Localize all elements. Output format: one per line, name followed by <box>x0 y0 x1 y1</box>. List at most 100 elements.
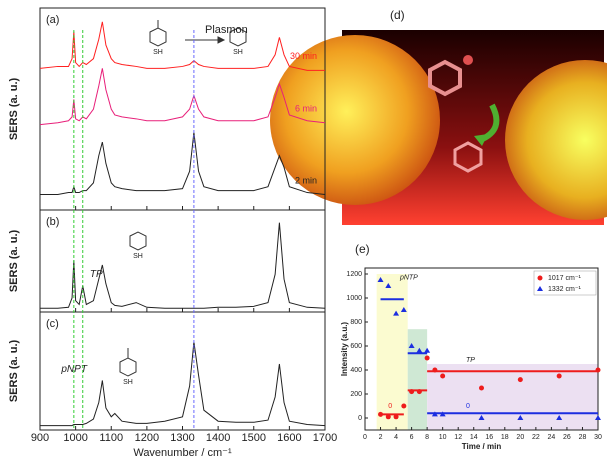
x-tick-label: 24 <box>548 434 556 441</box>
y-axis-label: SERS (a. u.) <box>8 77 20 140</box>
legend-marker <box>537 286 543 291</box>
y-tick-label: 600 <box>350 343 362 350</box>
molecule-sketches <box>119 20 247 377</box>
series-label: 30 min <box>290 51 317 61</box>
nanoparticle <box>270 35 440 205</box>
x-tick-label: 30 <box>594 434 602 441</box>
x-tick-label: 22 <box>532 434 540 441</box>
x-tick-label: 8 <box>425 434 429 441</box>
x-tick-label: 1100 <box>99 432 123 444</box>
point <box>408 343 415 348</box>
legend-label: 1332 cm⁻¹ <box>548 286 582 293</box>
image-panel: (d) <box>270 8 607 225</box>
x-tick-label: 12 <box>454 434 462 441</box>
point <box>378 411 384 417</box>
spectrum <box>39 68 326 126</box>
molecule <box>149 27 167 47</box>
point <box>431 411 438 417</box>
nanoparticle <box>505 60 607 220</box>
point <box>393 310 400 316</box>
y-axis-label: Intensity (a.u.) <box>340 322 349 377</box>
molecule-label: SH <box>123 379 133 386</box>
x-tick-label: 28 <box>579 434 587 441</box>
point <box>440 373 446 379</box>
point <box>416 347 423 353</box>
molecule <box>453 141 483 173</box>
series-label: TP <box>90 269 103 280</box>
y-tick-label: 200 <box>350 391 362 398</box>
point <box>556 415 563 420</box>
point <box>416 389 422 395</box>
point <box>439 411 446 417</box>
annotation: Plasmon <box>205 24 248 36</box>
series-label: 2 min <box>295 175 317 185</box>
x-tick-label: 1700 <box>313 432 337 444</box>
series-label: pNPT <box>60 364 87 375</box>
spectrum <box>39 21 325 71</box>
x-tick-label: 10 <box>439 434 447 441</box>
y-tick-label: 0 <box>358 415 362 422</box>
x-tick-label: 1200 <box>135 432 159 444</box>
molecule <box>428 59 462 97</box>
point <box>595 415 601 420</box>
x-tick-label: 1300 <box>170 432 194 444</box>
region <box>427 364 598 430</box>
x-tick-label: 1000 <box>63 432 87 444</box>
y-axis-label: SERS (a. u.) <box>8 229 20 292</box>
annotation: pNTP <box>399 274 418 281</box>
molecule <box>229 27 247 47</box>
panel-label: (c) <box>46 318 59 330</box>
legend-box <box>533 270 597 296</box>
spectrum <box>40 132 326 195</box>
spectrum <box>40 222 326 309</box>
series-label: 6 min <box>295 103 317 113</box>
y-tick-label: 800 <box>350 319 362 326</box>
y-tick-label: 1000 <box>346 295 362 302</box>
x-tick-label: 14 <box>470 434 478 441</box>
y-tick-label: 1200 <box>346 271 362 278</box>
x-axis-label: Time / min <box>462 442 502 451</box>
arrow-head <box>474 134 488 146</box>
x-tick-label: 0 <box>363 434 367 441</box>
y-tick-label: 400 <box>350 367 362 374</box>
point <box>377 277 384 282</box>
spectrum <box>40 341 326 427</box>
point <box>478 415 485 420</box>
annotation: 0 <box>466 403 470 410</box>
point <box>556 373 562 379</box>
point <box>385 414 391 420</box>
x-tick-label: 6 <box>410 434 414 441</box>
point <box>517 377 523 383</box>
point <box>479 385 484 391</box>
x-tick-label: 1500 <box>242 432 266 444</box>
panel-label: (b) <box>46 216 59 228</box>
point <box>385 283 392 288</box>
region <box>407 329 428 430</box>
point <box>393 414 399 420</box>
panel-label: (d) <box>390 8 405 22</box>
plot-frame <box>364 267 599 431</box>
x-tick-label: 1600 <box>277 432 301 444</box>
molecule-label: SH <box>153 49 163 56</box>
x-tick-label: 4 <box>394 434 398 441</box>
x-axis-label: Wavenumber / cm⁻¹ <box>133 447 232 459</box>
molecule-label: SH <box>233 49 243 56</box>
x-tick-label: 16 <box>485 434 493 441</box>
atom <box>463 55 473 65</box>
x-tick-label: 20 <box>516 434 524 441</box>
x-tick-label: 1400 <box>206 432 230 444</box>
point <box>595 367 601 373</box>
panel-label: (a) <box>46 14 59 26</box>
point <box>400 307 407 312</box>
molecule-label: SH <box>133 253 143 260</box>
panel-label: (e) <box>355 242 370 256</box>
x-tick-label: 18 <box>501 434 509 441</box>
point <box>401 403 407 409</box>
point <box>424 347 431 353</box>
molecule <box>129 231 147 251</box>
annotation: 0 <box>388 403 392 410</box>
legend-marker <box>537 275 543 281</box>
molecule <box>119 357 137 377</box>
y-axis-label: SERS (a. u.) <box>8 339 20 402</box>
